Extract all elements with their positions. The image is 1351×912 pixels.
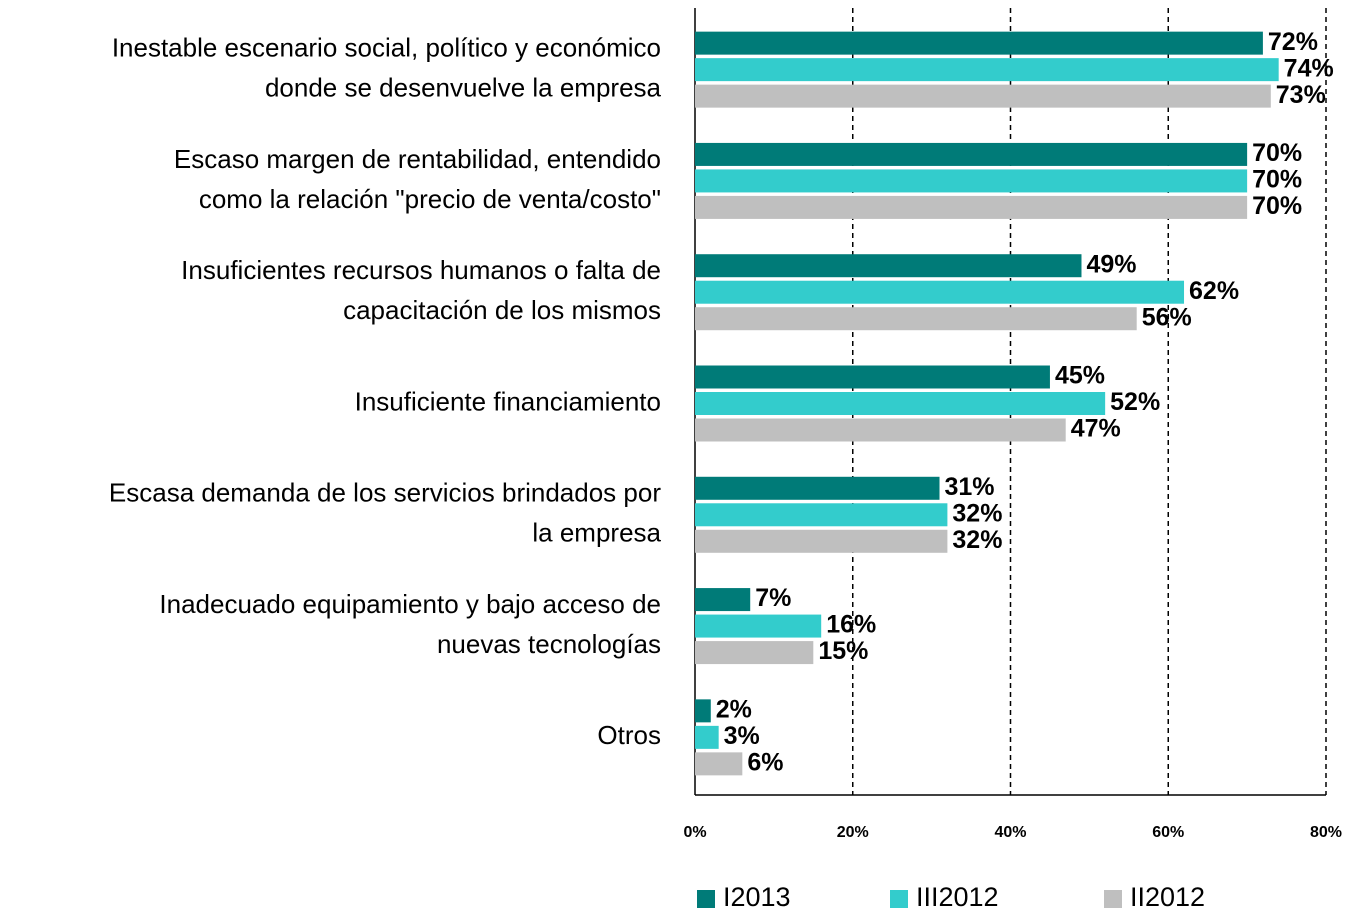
category-label: Escasa demanda de los servicios brindado… — [109, 478, 661, 508]
category-label: nuevas tecnologías — [437, 629, 661, 659]
bar — [695, 641, 814, 665]
value-label: 70% — [1252, 192, 1302, 220]
bar — [695, 588, 751, 612]
x-tick-label: 80% — [1310, 824, 1342, 841]
bar — [695, 31, 1263, 55]
legend-swatch — [1104, 890, 1122, 908]
category-label: capacitación de los mismos — [343, 295, 661, 325]
bar — [695, 169, 1248, 193]
bar — [695, 84, 1271, 108]
legend-label: III2012 — [916, 882, 999, 912]
bar — [695, 503, 948, 527]
value-label: 70% — [1252, 139, 1302, 167]
category-label: como la relación "precio de venta/costo" — [199, 184, 661, 214]
bar — [695, 752, 743, 776]
value-label: 62% — [1189, 277, 1239, 305]
bar — [695, 418, 1066, 442]
category-label: Inestable escenario social, político y e… — [112, 33, 661, 63]
bar — [695, 725, 719, 749]
category-label: Escaso margen de rentabilidad, entendido — [174, 144, 661, 174]
value-label: 6% — [747, 748, 783, 776]
value-label: 49% — [1086, 250, 1136, 278]
value-label: 32% — [952, 526, 1002, 554]
bar — [695, 365, 1050, 389]
bar — [695, 142, 1248, 166]
bar — [695, 699, 711, 723]
legend-label: II2012 — [1130, 882, 1205, 912]
bar — [695, 280, 1185, 304]
value-label: 72% — [1268, 28, 1318, 56]
x-tick-label: 60% — [1152, 824, 1184, 841]
category-label: Insuficiente financiamiento — [355, 386, 661, 416]
x-tick-label: 20% — [837, 824, 869, 841]
bar — [695, 58, 1279, 82]
value-label: 52% — [1110, 388, 1160, 416]
bar — [695, 392, 1106, 415]
value-label: 47% — [1071, 415, 1121, 443]
legend-swatch — [890, 890, 908, 908]
bar — [695, 254, 1082, 278]
value-label: 3% — [724, 722, 760, 750]
value-label: 7% — [755, 584, 791, 612]
value-label: 45% — [1055, 362, 1105, 390]
category-label: Insuficientes recursos humanos o falta d… — [181, 255, 661, 285]
category-label: donde se desenvuelve la empresa — [265, 73, 662, 103]
category-label: la empresa — [532, 518, 661, 548]
value-label: 73% — [1276, 81, 1326, 109]
category-label: Otros — [597, 720, 661, 750]
value-label: 74% — [1284, 54, 1334, 82]
value-label: 32% — [952, 499, 1002, 527]
bar — [695, 307, 1137, 331]
bar — [695, 614, 822, 638]
value-label: 15% — [818, 637, 868, 665]
value-label: 31% — [945, 473, 995, 501]
legend-swatch — [697, 890, 715, 908]
bar — [695, 195, 1248, 219]
value-label: 56% — [1142, 303, 1192, 331]
legend-label: I2013 — [723, 882, 791, 912]
bar — [695, 476, 940, 500]
bar — [695, 529, 948, 553]
value-label: 16% — [826, 611, 876, 639]
x-tick-label: 0% — [683, 824, 706, 841]
value-label: 70% — [1252, 166, 1302, 194]
x-tick-label: 40% — [994, 824, 1026, 841]
category-label: Inadecuado equipamiento y bajo acceso de — [159, 589, 661, 619]
value-label: 2% — [716, 695, 752, 723]
